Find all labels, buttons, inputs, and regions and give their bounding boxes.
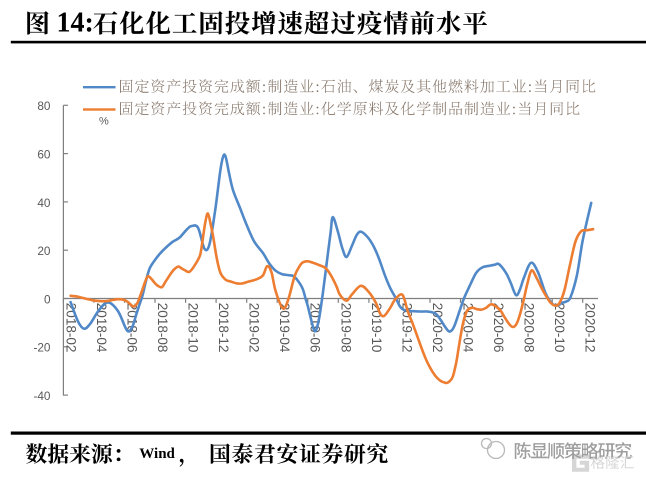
svg-text:2019-02: 2019-02 — [247, 303, 262, 353]
svg-text:2019-08: 2019-08 — [338, 303, 353, 353]
svg-text:Wind: Wind — [139, 446, 175, 462]
svg-text:20: 20 — [37, 244, 51, 258]
svg-text:%: % — [99, 116, 109, 128]
svg-text:2018-08: 2018-08 — [155, 303, 170, 353]
svg-text:40: 40 — [37, 196, 51, 210]
svg-text:2020-10: 2020-10 — [552, 303, 567, 353]
svg-text:2019-10: 2019-10 — [369, 303, 384, 353]
svg-text:2020-02: 2020-02 — [430, 303, 445, 353]
svg-text:0: 0 — [44, 292, 51, 306]
svg-text:-20: -20 — [33, 341, 50, 355]
svg-text:2018-04: 2018-04 — [94, 303, 109, 353]
svg-text:-40: -40 — [33, 389, 50, 403]
svg-text:2019-04: 2019-04 — [277, 303, 292, 353]
svg-text:2020-08: 2020-08 — [522, 303, 537, 353]
svg-text:2018-02: 2018-02 — [63, 303, 78, 353]
svg-text:2018-10: 2018-10 — [186, 303, 201, 353]
svg-text:60: 60 — [37, 148, 51, 162]
svg-text:80: 80 — [37, 99, 51, 113]
svg-text:2020-12: 2020-12 — [583, 303, 598, 353]
svg-text:14:: 14: — [57, 7, 94, 38]
svg-text:2018-12: 2018-12 — [216, 303, 231, 353]
